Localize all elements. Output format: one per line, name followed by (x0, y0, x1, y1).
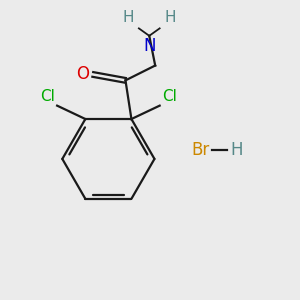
Text: Cl: Cl (40, 89, 55, 104)
Text: Br: Br (191, 141, 209, 159)
Text: Cl: Cl (162, 89, 177, 104)
Text: H: H (123, 11, 134, 26)
Text: O: O (76, 65, 89, 83)
Text: N: N (143, 37, 155, 55)
Text: H: H (231, 141, 243, 159)
Text: H: H (164, 11, 176, 26)
